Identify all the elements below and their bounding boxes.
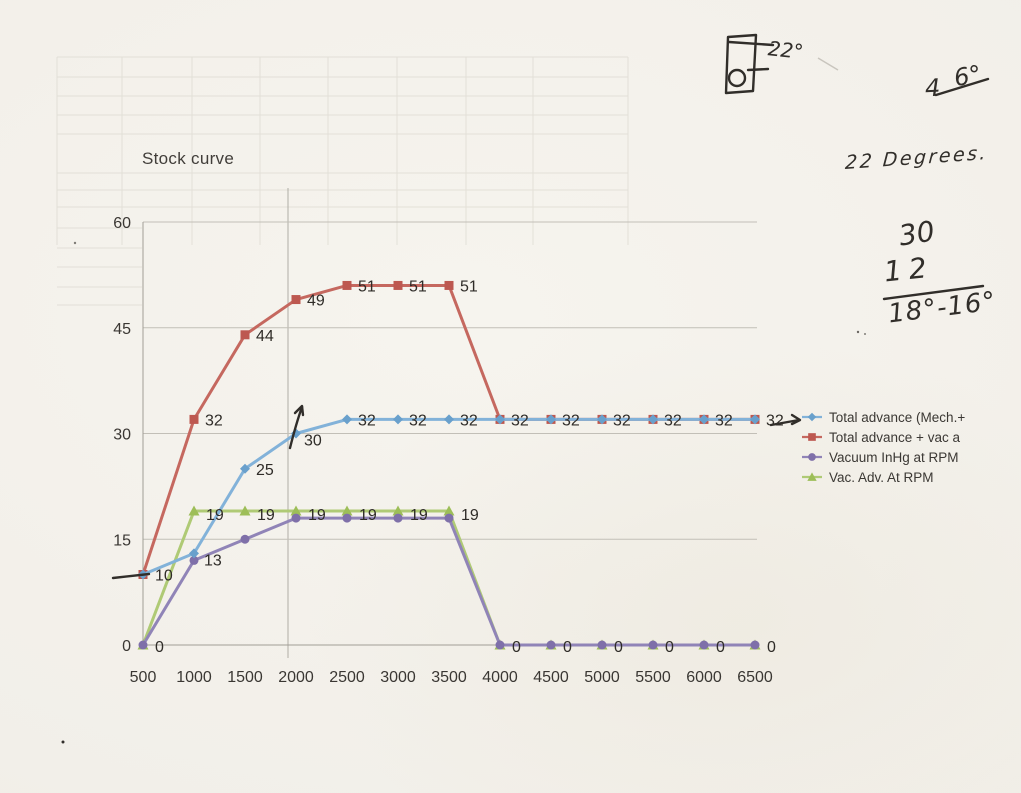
x-tick-label: 4000: [482, 669, 518, 686]
data-label: 25: [256, 462, 274, 479]
legend-item-3: Vac. Adv. At RPM: [801, 467, 965, 487]
y-tick-label: 30: [113, 427, 131, 444]
legend-item-0: Total advance (Mech.+: [801, 407, 965, 427]
data-label: 32: [562, 412, 580, 429]
x-tick-label: 1500: [227, 669, 263, 686]
data-label: 19: [206, 507, 224, 524]
timing-note-strike: [934, 77, 990, 97]
data-label: 51: [358, 278, 376, 295]
data-label: 30: [304, 433, 322, 450]
x-tick-label: 6500: [737, 669, 773, 686]
legend-label: Vacuum InHg at RPM: [829, 449, 959, 465]
pen-mark-2000-head: [293, 404, 305, 417]
legend-marker-square-icon: [802, 433, 822, 441]
fraction-bar: [882, 284, 985, 301]
data-label: 19: [257, 507, 275, 524]
data-label: 32: [205, 412, 223, 429]
data-label: 51: [460, 278, 478, 295]
data-label: 32: [715, 412, 733, 429]
legend-label: Vac. Adv. At RPM: [829, 469, 934, 485]
y-tick-label: 60: [113, 215, 131, 232]
data-label: 49: [307, 293, 325, 310]
data-label: 19: [461, 507, 479, 524]
distributor-sketch-topline: [727, 40, 775, 47]
x-tick-label: 5000: [584, 669, 620, 686]
data-label: 10: [155, 568, 173, 585]
legend-label: Total advance + vac a: [829, 429, 960, 445]
data-label: 0: [614, 639, 623, 656]
pen-specks: [61, 241, 866, 744]
data-label: 19: [359, 507, 377, 524]
data-label: 32: [511, 412, 529, 429]
distributor-sketch-rotor: [727, 68, 747, 88]
spreadsheet-gridlines: [56, 56, 629, 306]
x-tick-label: 5500: [635, 669, 671, 686]
chart-title: Stock curve: [142, 149, 235, 168]
legend-label: Total advance (Mech.+: [829, 409, 966, 425]
legend-marker-circle-icon: [802, 453, 822, 461]
handwritten-22deg: 22°: [766, 36, 805, 64]
data-label: 32: [409, 412, 427, 429]
y-tick-label: 45: [113, 321, 131, 338]
pen-arrow-6500: [769, 418, 801, 427]
legend-marker-diamond-icon: [802, 412, 822, 422]
data-label: 13: [204, 552, 222, 569]
data-label: 0: [155, 639, 164, 656]
pen-mark-2000: [288, 405, 304, 450]
legend-marker-triangle-icon: [802, 472, 822, 481]
x-tick-label: 3500: [431, 669, 467, 686]
legend-item-1: Total advance + vac a: [801, 427, 965, 447]
y-tick-label: 0: [122, 638, 131, 655]
series-2: [138, 513, 760, 650]
x-tick-label: 3000: [380, 669, 416, 686]
data-label: 0: [767, 639, 776, 656]
distributor-sketch: [724, 33, 758, 95]
data-label: 0: [665, 639, 674, 656]
data-label: 44: [256, 328, 274, 345]
handwritten-fraction-30: 30: [896, 214, 937, 253]
legend-item-2: Vacuum InHg at RPM: [801, 447, 965, 467]
data-labels: 19 19 19 19 19 19 0 0 0 0 0 0 0 32 44 49 51 51 51 10 13 25 30 3…: [155, 278, 784, 656]
handwritten-timing-6deg: 6°: [951, 59, 984, 93]
data-label: 19: [308, 507, 326, 524]
x-tick-label: 2000: [278, 669, 314, 686]
pen-mark-500: [111, 572, 151, 580]
data-label: 19: [410, 507, 428, 524]
data-label: 32: [460, 412, 478, 429]
pen-arrow-6500-head: [790, 413, 802, 426]
data-label: 32: [613, 412, 631, 429]
x-tick-label: 4500: [533, 669, 569, 686]
data-label: 0: [716, 639, 725, 656]
series-0: [138, 414, 760, 580]
data-label: 0: [563, 639, 572, 656]
data-label: 32: [358, 412, 376, 429]
x-tick-label: 6000: [686, 669, 722, 686]
distributor-sketch-midline: [746, 67, 770, 72]
pencil-smudge: [817, 57, 839, 71]
handwritten-fraction-12: 12: [882, 250, 936, 289]
handwritten-timing-4: 4: [924, 73, 942, 103]
data-label: 32: [664, 412, 682, 429]
x-tick-label: 500: [130, 669, 157, 686]
data-label: 0: [512, 639, 521, 656]
y-tick-label: 15: [113, 532, 131, 549]
x-tick-label: 1000: [176, 669, 212, 686]
data-label: 51: [409, 278, 427, 295]
legend: Total advance (Mech.+ Total advance + vac…: [801, 407, 965, 487]
x-tick-label: 2500: [329, 669, 365, 686]
